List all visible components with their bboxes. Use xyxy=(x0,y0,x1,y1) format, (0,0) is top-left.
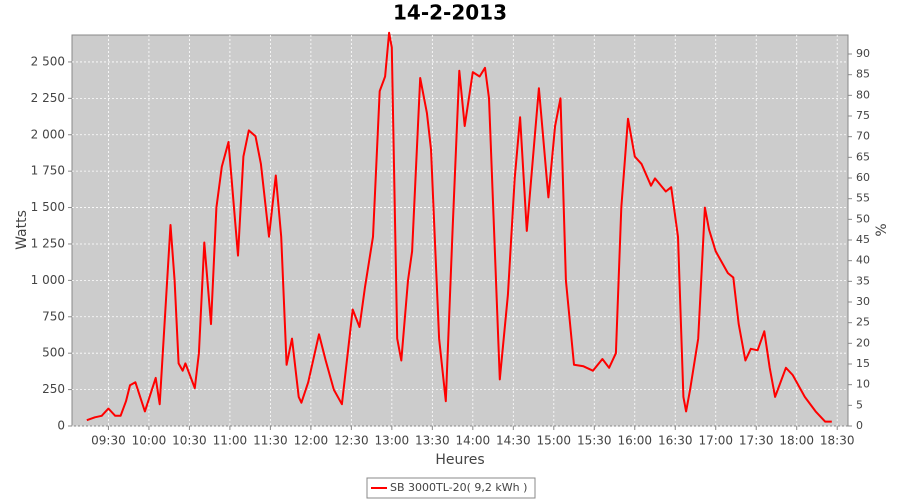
y-tick-label: 2 000 xyxy=(31,127,65,141)
y2-tick-label: 10 xyxy=(856,378,870,391)
y2-tick-label: 60 xyxy=(856,171,870,184)
x-tick-label: 14:00 xyxy=(456,434,491,448)
x-tick-label: 16:30 xyxy=(658,434,693,448)
y2-tick-label: 20 xyxy=(856,336,870,349)
x-tick-label: 11:00 xyxy=(213,434,248,448)
x-tick-label: 12:30 xyxy=(334,434,369,448)
y2-tick-label: 70 xyxy=(856,130,870,143)
y-tick-label: 1 500 xyxy=(31,200,65,214)
y-tick-label: 500 xyxy=(42,346,65,360)
x-tick-label: 12:00 xyxy=(294,434,329,448)
plot-area xyxy=(71,34,849,427)
x-tick-label: 14:30 xyxy=(496,434,531,448)
legend-box xyxy=(366,477,536,499)
y2-tick-label: 15 xyxy=(856,357,870,370)
y2-tick-label: 5 xyxy=(856,398,863,411)
x-tick-label: 15:30 xyxy=(577,434,612,448)
x-tick-label: 10:00 xyxy=(132,434,167,448)
chart-title: 14-2-2013 xyxy=(393,1,507,25)
y-tick-label: 1 000 xyxy=(31,273,65,287)
y2-tick-label: 85 xyxy=(856,68,870,81)
y-axis-label: Watts xyxy=(14,210,30,250)
y2-tick-label: 55 xyxy=(856,192,870,205)
x-tick-label: 10:30 xyxy=(172,434,207,448)
y2-tick-label: 25 xyxy=(856,316,870,329)
y2-tick-label: 45 xyxy=(856,233,870,246)
y-tick-label: 1 250 xyxy=(31,236,65,250)
y2-tick-label: 80 xyxy=(856,88,870,101)
y2-axis-label: % xyxy=(874,223,890,236)
y2-tick-label: 35 xyxy=(856,274,870,287)
x-tick-label: 15:00 xyxy=(536,434,571,448)
x-tick-label: 13:00 xyxy=(375,434,410,448)
y-tick-label: 250 xyxy=(42,382,65,396)
series-line xyxy=(86,31,832,423)
x-tick-label: 16:00 xyxy=(617,434,652,448)
y-tick-label: 2 500 xyxy=(31,54,65,68)
y-tick-label: 2 250 xyxy=(31,91,65,105)
x-tick-label: 09:30 xyxy=(91,434,126,448)
y-tick-label: 1 750 xyxy=(31,164,65,178)
y2-tick-label: 65 xyxy=(856,150,870,163)
x-tick-label: 17:30 xyxy=(739,434,774,448)
x-axis-label: Heures xyxy=(435,452,484,468)
y2-tick-label: 50 xyxy=(856,212,870,225)
x-tick-label: 13:30 xyxy=(415,434,450,448)
x-tick-label: 11:30 xyxy=(253,434,288,448)
y2-tick-label: 30 xyxy=(856,295,870,308)
y2-tick-label: 0 xyxy=(856,419,863,432)
legend-label: SB 3000TL-20( 9,2 kWh ) xyxy=(390,481,527,494)
y-tick-label: 0 xyxy=(57,419,65,433)
x-tick-label: 18:00 xyxy=(779,434,814,448)
x-tick-label: 18:30 xyxy=(820,434,855,448)
y2-tick-label: 40 xyxy=(856,254,870,267)
x-tick-label: 17:00 xyxy=(698,434,733,448)
y-tick-label: 750 xyxy=(42,309,65,323)
y2-tick-label: 90 xyxy=(856,47,870,60)
y2-tick-label: 75 xyxy=(856,109,870,122)
